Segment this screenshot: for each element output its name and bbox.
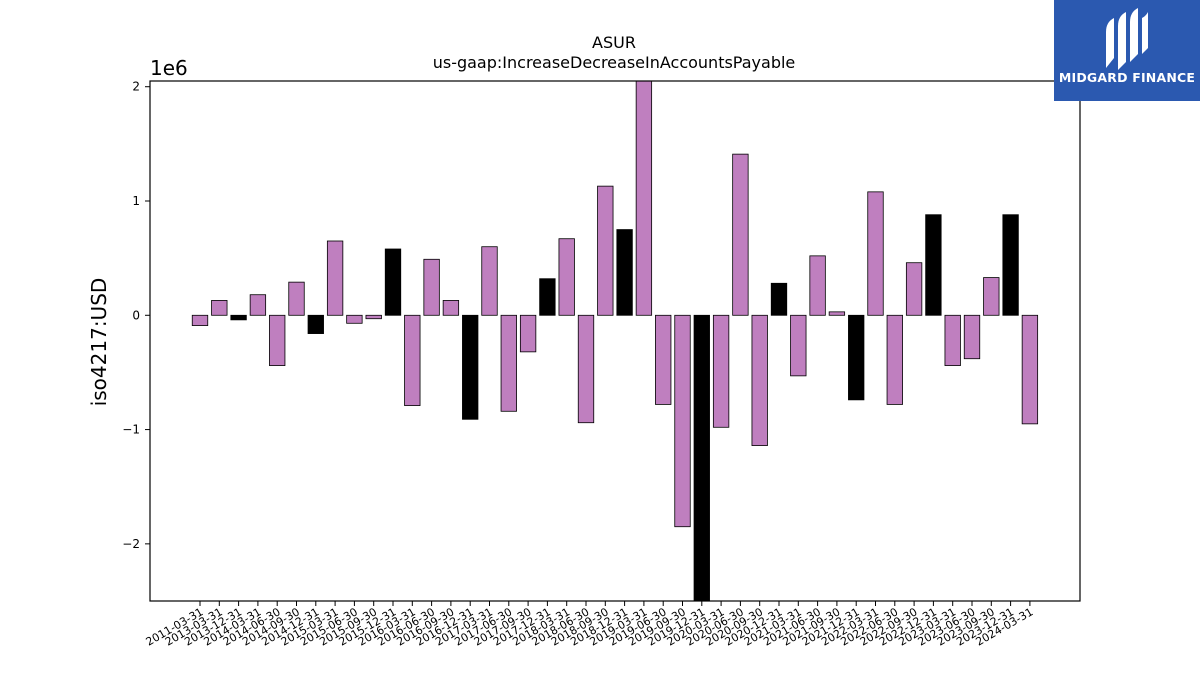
brand-logo: MIDGARD FINANCE — [1054, 0, 1200, 101]
bar-2014-03-31 — [249, 294, 267, 316]
midgard-logo-icon — [1106, 8, 1148, 70]
bar-2016-12-31 — [462, 314, 479, 420]
bar-2024-03-31 — [1021, 314, 1039, 425]
bar-2017-06-30 — [500, 314, 517, 412]
bar-2015-03-31 — [326, 240, 344, 316]
bar-2015-09-30 — [365, 314, 382, 320]
y-axis-label: iso4217:USD — [87, 278, 111, 407]
y-axis: −2 −1 0 1 2 — [122, 80, 150, 551]
bar-2013-12-31 — [230, 314, 247, 321]
bar-2017-12-31 — [539, 278, 556, 316]
plot-frame — [149, 80, 1081, 602]
bar-2022-03-31 — [867, 191, 884, 316]
chart-title: ASUR — [592, 33, 636, 52]
bar-2018-06-30 — [577, 314, 595, 424]
bar-2015-12-31 — [384, 248, 402, 316]
bar-2020-12-31 — [770, 282, 788, 316]
y-scale-label: 1e6 — [150, 56, 188, 80]
bar-2023-09-30 — [983, 277, 1000, 316]
bar-2019-12-31 — [693, 314, 710, 602]
bar-2018-03-31 — [558, 238, 575, 316]
bar-2014-12-31 — [307, 314, 324, 334]
bar-2022-09-30 — [905, 262, 923, 316]
bar-2017-09-30 — [519, 314, 537, 353]
y-tick-label: 1 — [132, 194, 140, 208]
bar-2015-06-30 — [346, 314, 363, 324]
bar-2023-12-31 — [1002, 214, 1019, 316]
chart-subtitle: us-gaap:IncreaseDecreaseInAccountsPayabl… — [433, 53, 796, 72]
bar-2023-03-31 — [944, 314, 961, 366]
bar-2020-06-30 — [732, 153, 749, 316]
brand-name: MIDGARD FINANCE — [1058, 70, 1196, 85]
bar-2019-03-31 — [635, 80, 653, 316]
bar-2019-06-30 — [655, 314, 672, 405]
bar-2016-09-30 — [442, 300, 460, 316]
bar-2022-12-31 — [925, 214, 942, 316]
bar-2021-03-31 — [790, 314, 807, 377]
y-tick-label: 2 — [132, 80, 140, 94]
y-tick-label: 0 — [132, 308, 140, 322]
bar-2018-09-30 — [597, 185, 614, 316]
bar-2018-12-31 — [616, 229, 633, 316]
bar-2022-06-30 — [886, 314, 903, 405]
bar-2019-09-30 — [674, 314, 691, 528]
bar-2023-06-30 — [963, 314, 981, 360]
bar-2017-03-31 — [481, 246, 498, 316]
bar-2011-03-31 — [191, 314, 209, 326]
bar-2021-06-30 — [809, 255, 826, 316]
bar-2016-03-31 — [404, 314, 421, 406]
bars-group — [191, 80, 1039, 602]
x-axis: 2011-03-312013-03-312013-12-312014-03-31… — [144, 601, 1035, 649]
bar-2014-06-30 — [269, 314, 286, 366]
bar-2021-12-31 — [848, 314, 865, 401]
bar-2020-03-31 — [712, 314, 730, 428]
y-tick-label: −2 — [122, 537, 140, 551]
bar-2020-09-30 — [751, 314, 768, 446]
bar-2016-06-30 — [423, 258, 440, 316]
bar-2021-09-30 — [828, 311, 846, 316]
bar-2014-09-30 — [288, 281, 305, 316]
bar-2013-03-31 — [211, 300, 228, 316]
y-tick-label: −1 — [122, 423, 140, 437]
